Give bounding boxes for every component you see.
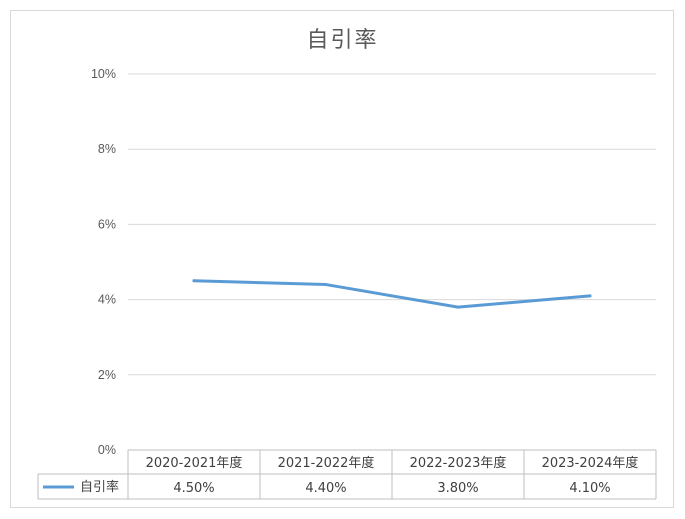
chart-title: 自引率 <box>306 28 379 53</box>
data-label: 4.10% <box>569 481 610 496</box>
y-tick-label: 8% <box>98 142 116 156</box>
data-point <box>324 283 328 287</box>
series-line <box>192 279 592 309</box>
legend-label: 自引率 <box>80 479 119 495</box>
y-tick-label: 6% <box>98 217 116 231</box>
x-category-label: 2023-2024年度 <box>542 455 639 471</box>
data-point <box>456 305 460 309</box>
y-tick-label: 10% <box>91 67 116 81</box>
y-tick-label: 4% <box>98 293 116 307</box>
data-point <box>588 294 592 298</box>
data-label: 4.40% <box>305 481 346 496</box>
x-category-label: 2021-2022年度 <box>278 455 375 471</box>
y-tick-label: 0% <box>98 443 116 457</box>
x-category-label: 2020-2021年度 <box>146 455 243 471</box>
data-point <box>192 279 196 283</box>
data-label: 3.80% <box>437 481 478 496</box>
x-category-label: 2022-2023年度 <box>410 455 507 471</box>
chart-frame <box>10 10 674 508</box>
data-label: 4.50% <box>173 481 214 496</box>
y-tick-label: 2% <box>98 368 116 382</box>
